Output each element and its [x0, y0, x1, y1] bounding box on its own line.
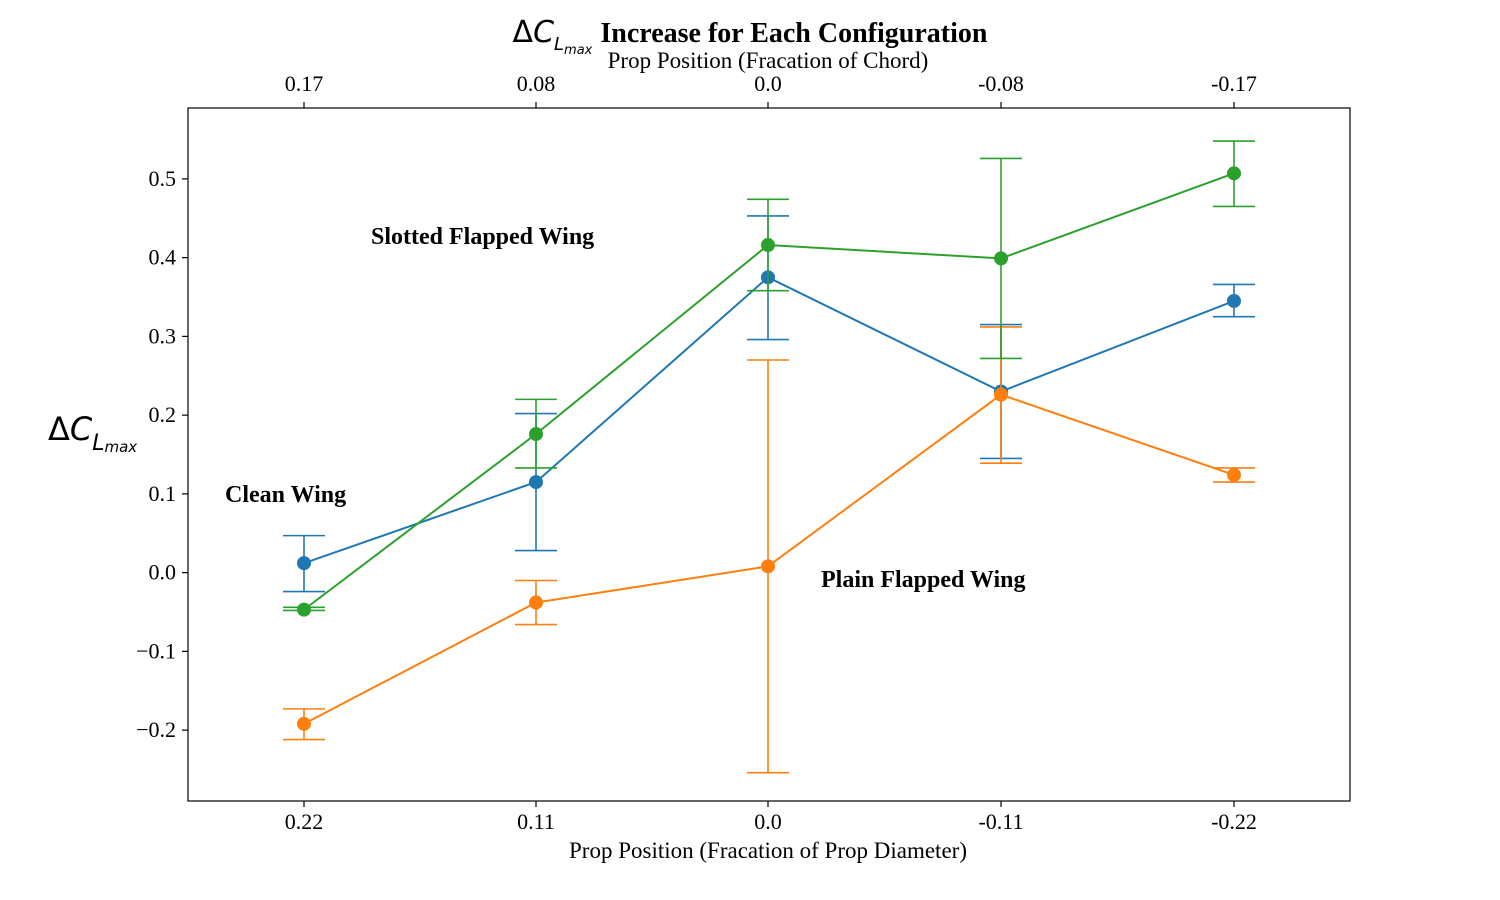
- data-point: [761, 238, 775, 253]
- data-point: [1227, 467, 1241, 482]
- y-tick-label: 0.3: [149, 323, 177, 348]
- top-x-tick-label: -0.17: [1211, 71, 1257, 96]
- series-line: [303, 393, 1235, 725]
- y-axis-label: ΔCLmax: [48, 410, 137, 456]
- data-point: [994, 251, 1008, 266]
- annotation-plain-flapped-wing: Plain Flapped Wing: [821, 567, 1026, 593]
- x-tick-label: 0.22: [285, 809, 324, 834]
- data-point: [529, 595, 543, 610]
- data-point: [529, 475, 543, 490]
- x-axis-label: Prop Position (Fracation of Prop Diamete…: [569, 838, 967, 863]
- y-tick-label: 0.2: [149, 402, 177, 427]
- y-tick-label: 0.5: [149, 166, 177, 191]
- plot-frame: [187, 107, 1351, 802]
- x-tick-label: -0.22: [1211, 809, 1257, 834]
- series-line: [303, 276, 1235, 565]
- data-point: [297, 602, 311, 617]
- top-x-tick-label: 0.08: [517, 71, 556, 96]
- top-axis-label: Prop Position (Fracation of Chord): [608, 48, 929, 73]
- top-x-tick-label: -0.08: [978, 71, 1024, 96]
- y-tick-label: 0.1: [149, 481, 177, 506]
- series-plain-flapped-wing: [283, 326, 1255, 774]
- y-tick-label: −0.1: [136, 638, 176, 663]
- top-x-tick-label: 0.0: [754, 71, 782, 96]
- x-tick-label: 0.0: [754, 809, 782, 834]
- data-point: [529, 427, 543, 442]
- top-x-tick-label: 0.17: [285, 71, 324, 96]
- y-tick-label: −0.2: [136, 717, 176, 742]
- data-point: [1227, 166, 1241, 181]
- data-point: [297, 556, 311, 571]
- data-point: [297, 716, 311, 731]
- x-tick-label: -0.11: [978, 809, 1023, 834]
- series-layer: [283, 140, 1255, 774]
- y-tick-label: 0.0: [149, 560, 177, 585]
- annotation-clean-wing: Clean Wing: [225, 482, 346, 508]
- x-tick-label: 0.11: [517, 809, 555, 834]
- data-point: [761, 559, 775, 574]
- y-tick-label: 0.4: [149, 245, 177, 270]
- annotation-slotted-flapped-wing: Slotted Flapped Wing: [371, 224, 594, 250]
- ticks-layer: −0.2 −0.1 0.0 0.1 0.2 0.3 0.4 0.5 0.22 0.11 0.0 -0.…: [136, 71, 1257, 834]
- data-point: [994, 387, 1008, 402]
- chart-title: ΔCLmaxIncrease for Each Configuration: [513, 15, 988, 58]
- series-clean-wing: [283, 215, 1255, 593]
- series-slotted-flapped-wing: [283, 140, 1255, 617]
- data-point: [1227, 293, 1241, 308]
